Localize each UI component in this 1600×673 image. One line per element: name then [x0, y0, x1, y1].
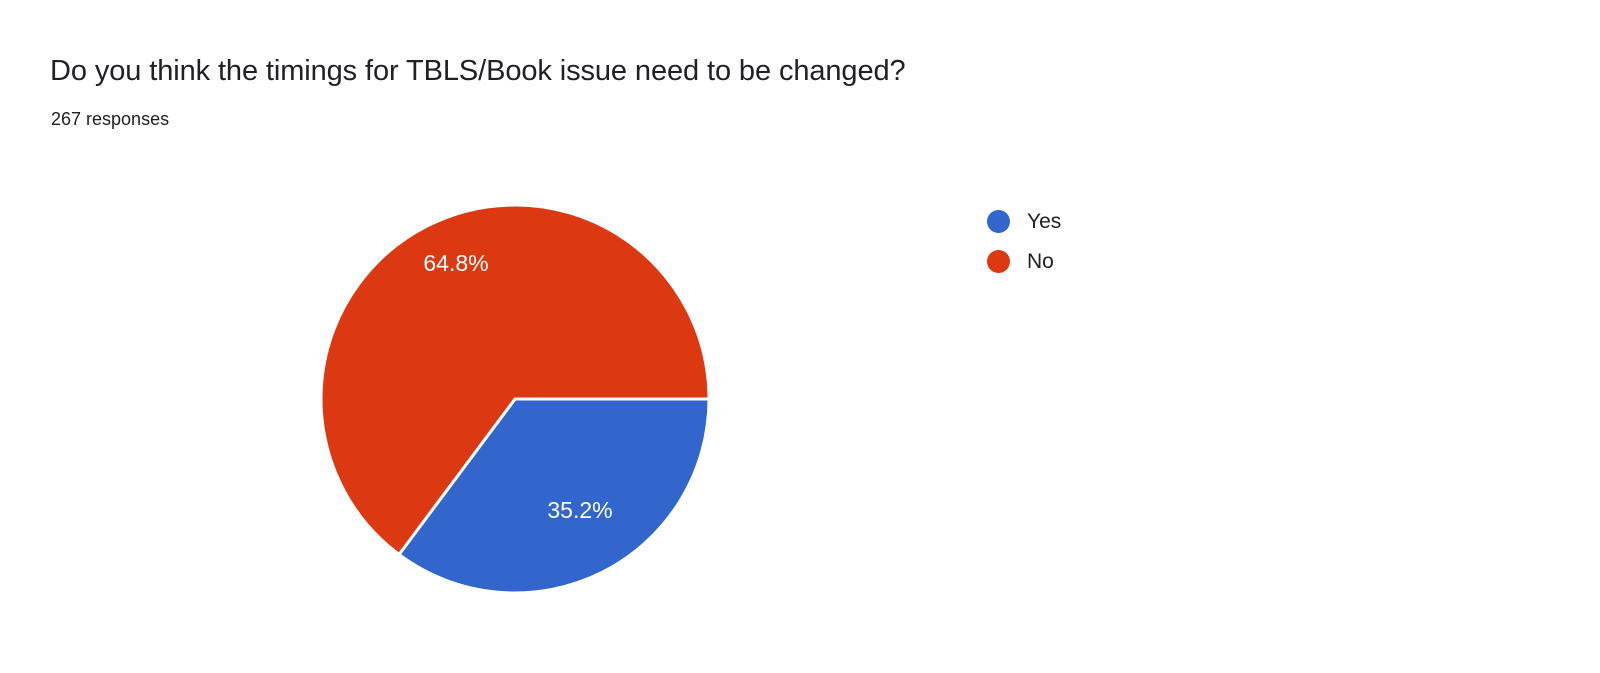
pie-slice-group: [319, 203, 711, 595]
pie-chart-area: 35.2% 64.8%: [0, 140, 1600, 673]
page-title: Do you think the timings for TBLS/Book i…: [50, 55, 906, 87]
legend-item-yes[interactable]: Yes: [987, 201, 1307, 241]
pie-chart-svg: 35.2% 64.8%: [319, 203, 711, 595]
pie-slice-label-no: 64.8%: [423, 250, 488, 276]
chart-legend: Yes No: [987, 201, 1307, 281]
legend-dot-icon: [987, 249, 1010, 273]
pie-slice-no[interactable]: [319, 203, 711, 556]
pie-label-group: 35.2% 64.8%: [423, 250, 612, 523]
legend-item-label: No: [1027, 249, 1054, 273]
pie-slice-label-yes: 35.2%: [547, 497, 612, 523]
legend-dot-icon: [987, 209, 1010, 233]
legend-item-label: Yes: [1027, 209, 1062, 233]
pie-slice-yes[interactable]: [397, 397, 711, 595]
response-count-label: 267 responses: [51, 109, 170, 129]
legend-item-no[interactable]: No: [987, 241, 1307, 281]
